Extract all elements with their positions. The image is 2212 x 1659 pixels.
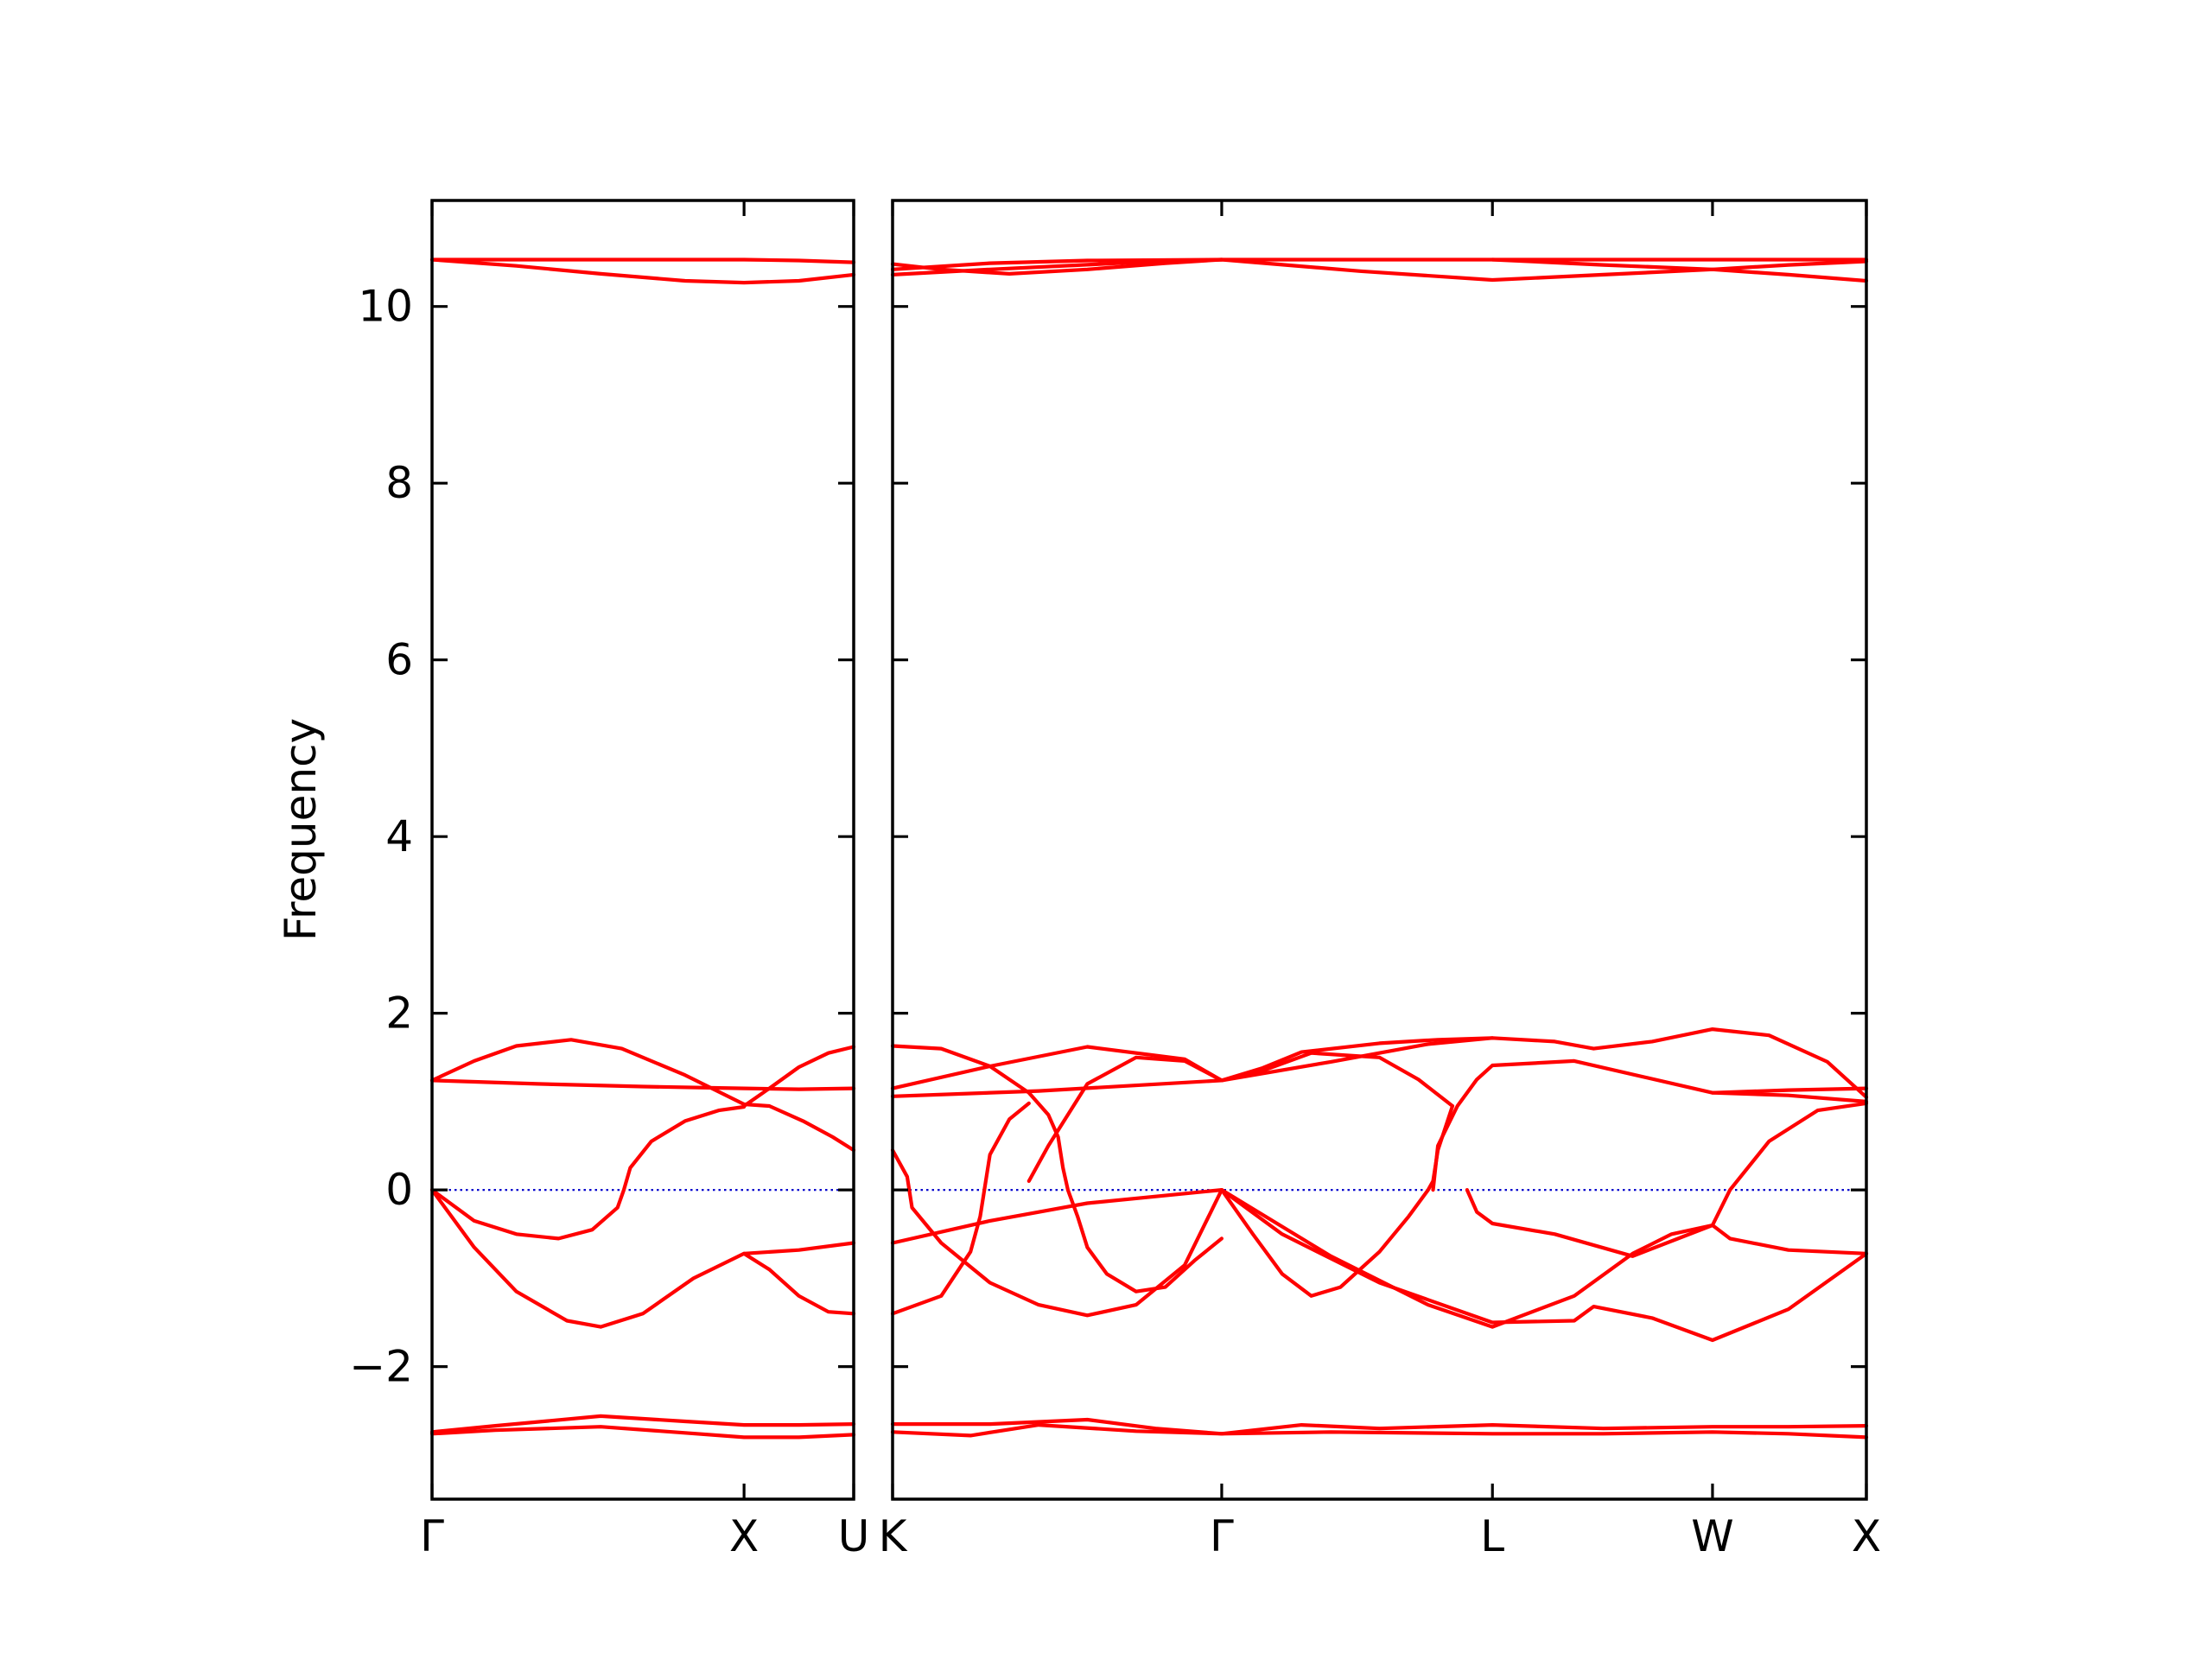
y-tick-label: 0 (385, 1165, 413, 1215)
band-line (890, 257, 1224, 276)
y-axis-label: Frequency (276, 718, 326, 941)
band-line (429, 1414, 856, 1434)
band-line (1710, 1090, 1869, 1103)
band-line (429, 257, 856, 264)
x-tick-label: W (1691, 1511, 1733, 1561)
panel-frame (891, 199, 1868, 1501)
y-tick-label: 6 (385, 635, 413, 685)
band-line (1219, 1101, 1869, 1329)
band-line (890, 1101, 1031, 1316)
band-line (429, 1188, 856, 1329)
y-tick-label: 4 (385, 811, 413, 861)
panel-frame (430, 199, 855, 1501)
x-tick-label: K (879, 1511, 908, 1561)
band-line (1219, 1103, 1455, 1298)
band-line (1027, 1036, 1495, 1183)
band-line (429, 1038, 856, 1153)
band-line (890, 1423, 1869, 1440)
band-line (1465, 1188, 1869, 1258)
band-line (429, 1078, 856, 1091)
y-tick-label: 2 (385, 988, 413, 1039)
band-line (1491, 257, 1869, 271)
band-line (429, 1104, 747, 1241)
x-tick-label: X (729, 1511, 759, 1561)
band-line (890, 257, 1869, 271)
band-line (890, 1148, 1224, 1318)
band-line (890, 1188, 1224, 1245)
band-line (742, 1241, 856, 1255)
band-line (429, 1425, 856, 1440)
band-line (890, 1417, 1869, 1436)
band-line (429, 257, 856, 285)
x-tick-label: X (1852, 1511, 1881, 1561)
band-line (1219, 1188, 1869, 1343)
y-tick-label: 10 (358, 282, 413, 332)
x-tick-label: Γ (420, 1511, 444, 1561)
x-tick-label: U (838, 1511, 870, 1561)
panels-layer: −2 0 2 4 6 8 10 Γ X U K Γ L W X (349, 199, 1881, 1561)
band-line (742, 1045, 856, 1109)
y-tick-label: 8 (385, 458, 413, 508)
x-tick-label: L (1480, 1511, 1504, 1561)
y-tick-label: −2 (349, 1342, 413, 1392)
x-tick-label: Γ (1210, 1511, 1234, 1561)
